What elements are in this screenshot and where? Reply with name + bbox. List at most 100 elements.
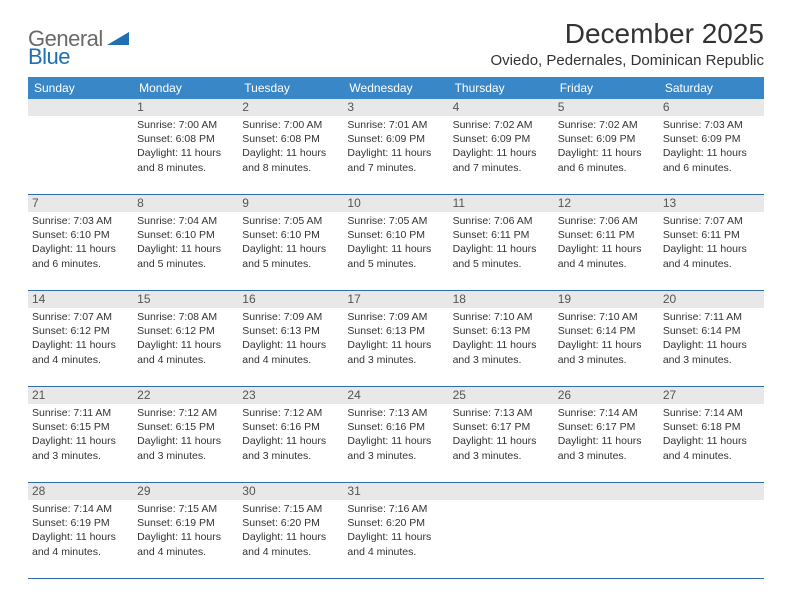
weekday-header: Sunday <box>28 77 133 99</box>
day-number: 1 <box>133 99 238 116</box>
sun-times: Sunrise: 7:05 AMSunset: 6:10 PMDaylight:… <box>242 212 339 271</box>
day-cell: Sunrise: 7:15 AMSunset: 6:20 PMDaylight:… <box>238 500 343 578</box>
sunrise-text: Sunrise: 7:08 AM <box>137 310 234 324</box>
sun-times: Sunrise: 7:10 AMSunset: 6:14 PMDaylight:… <box>558 308 655 367</box>
sunset-text: Sunset: 6:15 PM <box>137 420 234 434</box>
sun-times: Sunrise: 7:06 AMSunset: 6:11 PMDaylight:… <box>558 212 655 271</box>
sunset-text: Sunset: 6:14 PM <box>663 324 760 338</box>
sunset-text: Sunset: 6:16 PM <box>242 420 339 434</box>
daylight-text: Daylight: 11 hours and 4 minutes. <box>137 530 234 558</box>
sunrise-text: Sunrise: 7:06 AM <box>558 214 655 228</box>
sunset-text: Sunset: 6:11 PM <box>663 228 760 242</box>
daynum-row: 28293031 <box>28 483 764 500</box>
day-number: 12 <box>554 195 659 212</box>
day-number: 16 <box>238 291 343 308</box>
daylight-text: Daylight: 11 hours and 4 minutes. <box>558 242 655 270</box>
daylight-text: Daylight: 11 hours and 4 minutes. <box>663 242 760 270</box>
logo-word2: Blue <box>28 44 70 69</box>
day-number: 10 <box>343 195 448 212</box>
sun-times: Sunrise: 7:03 AMSunset: 6:09 PMDaylight:… <box>663 116 760 175</box>
daylight-text: Daylight: 11 hours and 4 minutes. <box>32 530 129 558</box>
day-cell: Sunrise: 7:13 AMSunset: 6:17 PMDaylight:… <box>449 404 554 482</box>
sunset-text: Sunset: 6:14 PM <box>558 324 655 338</box>
day-number: 3 <box>343 99 448 116</box>
sunset-text: Sunset: 6:10 PM <box>242 228 339 242</box>
weekday-header: Saturday <box>659 77 764 99</box>
daylight-text: Daylight: 11 hours and 5 minutes. <box>347 242 444 270</box>
calendar-page: General December 2025 Oviedo, Pedernales… <box>0 0 792 579</box>
sunset-text: Sunset: 6:11 PM <box>558 228 655 242</box>
week-row: Sunrise: 7:14 AMSunset: 6:19 PMDaylight:… <box>28 500 764 579</box>
sunset-text: Sunset: 6:09 PM <box>558 132 655 146</box>
week-row: Sunrise: 7:03 AMSunset: 6:10 PMDaylight:… <box>28 212 764 291</box>
day-number: 28 <box>28 483 133 500</box>
day-number: 5 <box>554 99 659 116</box>
sunrise-text: Sunrise: 7:07 AM <box>32 310 129 324</box>
daylight-text: Daylight: 11 hours and 7 minutes. <box>453 146 550 174</box>
sun-times: Sunrise: 7:08 AMSunset: 6:12 PMDaylight:… <box>137 308 234 367</box>
sunset-text: Sunset: 6:19 PM <box>137 516 234 530</box>
sun-times: Sunrise: 7:14 AMSunset: 6:18 PMDaylight:… <box>663 404 760 463</box>
day-number: 27 <box>659 387 764 404</box>
day-cell: Sunrise: 7:16 AMSunset: 6:20 PMDaylight:… <box>343 500 448 578</box>
day-cell: Sunrise: 7:12 AMSunset: 6:16 PMDaylight:… <box>238 404 343 482</box>
sunrise-text: Sunrise: 7:15 AM <box>137 502 234 516</box>
daylight-text: Daylight: 11 hours and 3 minutes. <box>453 434 550 462</box>
weekday-header: Monday <box>133 77 238 99</box>
sunrise-text: Sunrise: 7:13 AM <box>347 406 444 420</box>
sunset-text: Sunset: 6:20 PM <box>347 516 444 530</box>
sunrise-text: Sunrise: 7:03 AM <box>663 118 760 132</box>
day-number: 19 <box>554 291 659 308</box>
day-cell: Sunrise: 7:07 AMSunset: 6:12 PMDaylight:… <box>28 308 133 386</box>
day-number: 22 <box>133 387 238 404</box>
day-cell: Sunrise: 7:00 AMSunset: 6:08 PMDaylight:… <box>133 116 238 194</box>
day-cell: Sunrise: 7:07 AMSunset: 6:11 PMDaylight:… <box>659 212 764 290</box>
day-cell: Sunrise: 7:14 AMSunset: 6:18 PMDaylight:… <box>659 404 764 482</box>
day-cell: Sunrise: 7:11 AMSunset: 6:15 PMDaylight:… <box>28 404 133 482</box>
sun-times: Sunrise: 7:16 AMSunset: 6:20 PMDaylight:… <box>347 500 444 559</box>
sunset-text: Sunset: 6:09 PM <box>453 132 550 146</box>
day-cell: Sunrise: 7:10 AMSunset: 6:14 PMDaylight:… <box>554 308 659 386</box>
sun-times: Sunrise: 7:07 AMSunset: 6:11 PMDaylight:… <box>663 212 760 271</box>
sunrise-text: Sunrise: 7:15 AM <box>242 502 339 516</box>
day-number: 7 <box>28 195 133 212</box>
day-cell: Sunrise: 7:14 AMSunset: 6:19 PMDaylight:… <box>28 500 133 578</box>
sunset-text: Sunset: 6:16 PM <box>347 420 444 434</box>
sun-times: Sunrise: 7:14 AMSunset: 6:17 PMDaylight:… <box>558 404 655 463</box>
logo-word2-wrap: Blue <box>28 44 70 70</box>
sunrise-text: Sunrise: 7:00 AM <box>137 118 234 132</box>
sunset-text: Sunset: 6:10 PM <box>347 228 444 242</box>
daylight-text: Daylight: 11 hours and 5 minutes. <box>242 242 339 270</box>
daylight-text: Daylight: 11 hours and 7 minutes. <box>347 146 444 174</box>
day-number: 24 <box>343 387 448 404</box>
day-number: 25 <box>449 387 554 404</box>
day-cell: Sunrise: 7:11 AMSunset: 6:14 PMDaylight:… <box>659 308 764 386</box>
sun-times: Sunrise: 7:11 AMSunset: 6:15 PMDaylight:… <box>32 404 129 463</box>
daylight-text: Daylight: 11 hours and 6 minutes. <box>32 242 129 270</box>
day-cell: Sunrise: 7:09 AMSunset: 6:13 PMDaylight:… <box>343 308 448 386</box>
daylight-text: Daylight: 11 hours and 3 minutes. <box>32 434 129 462</box>
sunrise-text: Sunrise: 7:10 AM <box>453 310 550 324</box>
daylight-text: Daylight: 11 hours and 3 minutes. <box>558 338 655 366</box>
weekday-header-row: SundayMondayTuesdayWednesdayThursdayFrid… <box>28 77 764 99</box>
daynum-row: 21222324252627 <box>28 387 764 404</box>
day-cell: Sunrise: 7:00 AMSunset: 6:08 PMDaylight:… <box>238 116 343 194</box>
calendar-grid: SundayMondayTuesdayWednesdayThursdayFrid… <box>28 77 764 579</box>
day-cell: Sunrise: 7:01 AMSunset: 6:09 PMDaylight:… <box>343 116 448 194</box>
day-cell: Sunrise: 7:06 AMSunset: 6:11 PMDaylight:… <box>449 212 554 290</box>
sun-times: Sunrise: 7:07 AMSunset: 6:12 PMDaylight:… <box>32 308 129 367</box>
day-number: 15 <box>133 291 238 308</box>
day-number: 4 <box>449 99 554 116</box>
sunset-text: Sunset: 6:20 PM <box>242 516 339 530</box>
week-row: Sunrise: 7:07 AMSunset: 6:12 PMDaylight:… <box>28 308 764 387</box>
logo-triangle-icon <box>107 29 129 50</box>
daylight-text: Daylight: 11 hours and 3 minutes. <box>453 338 550 366</box>
day-cell: Sunrise: 7:02 AMSunset: 6:09 PMDaylight:… <box>554 116 659 194</box>
day-cell: Sunrise: 7:08 AMSunset: 6:12 PMDaylight:… <box>133 308 238 386</box>
sun-times: Sunrise: 7:13 AMSunset: 6:17 PMDaylight:… <box>453 404 550 463</box>
day-number <box>449 483 554 500</box>
sunset-text: Sunset: 6:10 PM <box>137 228 234 242</box>
sunset-text: Sunset: 6:08 PM <box>242 132 339 146</box>
daylight-text: Daylight: 11 hours and 3 minutes. <box>347 338 444 366</box>
day-cell <box>554 500 659 578</box>
